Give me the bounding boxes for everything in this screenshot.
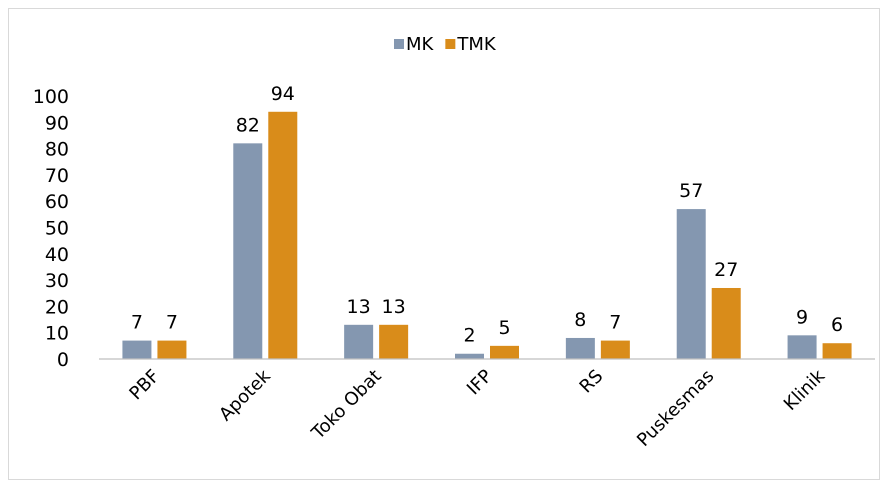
bar-tmk bbox=[157, 340, 187, 359]
bar-tmk bbox=[268, 111, 298, 359]
data-label-tmk: 13 bbox=[382, 296, 406, 318]
legend-label: TMK bbox=[456, 34, 497, 55]
x-axis: PBF Apotek Toko Obat IFP RS Puskesmas Klinik bbox=[99, 358, 875, 451]
data-label-mk: 82 bbox=[236, 114, 260, 136]
bar-mk bbox=[122, 340, 152, 359]
y-axis: 0 10 20 30 40 50 60 70 80 90 100 bbox=[33, 86, 69, 371]
legend-swatch bbox=[394, 39, 404, 49]
x-tick-label: Puskesmas bbox=[633, 366, 718, 451]
x-tick-label: PBF bbox=[125, 366, 164, 405]
y-tick-label: 70 bbox=[45, 165, 69, 187]
data-label-mk: 13 bbox=[347, 296, 371, 318]
data-label-tmk: 5 bbox=[498, 317, 510, 339]
bar-tmk bbox=[711, 287, 741, 359]
y-tick-label: 40 bbox=[45, 244, 69, 266]
data-label-tmk: 7 bbox=[166, 312, 178, 334]
bar-mk bbox=[787, 335, 817, 359]
y-tick-label: 60 bbox=[45, 191, 69, 213]
bar-mk bbox=[455, 353, 484, 359]
data-label-mk: 7 bbox=[131, 312, 143, 334]
bar-mk bbox=[676, 209, 706, 359]
data-label-mk: 9 bbox=[796, 306, 808, 328]
x-tick-label: Klinik bbox=[780, 365, 830, 415]
bar-tmk bbox=[379, 324, 409, 359]
x-tick-label: IFP bbox=[463, 366, 497, 400]
legend-swatch bbox=[445, 39, 456, 49]
y-tick-label: 90 bbox=[45, 112, 69, 134]
x-tick-label: Toko Obat bbox=[307, 366, 386, 445]
bar-mk bbox=[565, 337, 595, 359]
y-tick-label: 10 bbox=[45, 323, 69, 345]
data-label-mk: 2 bbox=[463, 325, 475, 347]
bar-tmk bbox=[600, 340, 630, 359]
y-tick-label: 80 bbox=[45, 139, 69, 161]
data-label-tmk: 94 bbox=[271, 83, 295, 105]
bar-mk bbox=[344, 324, 374, 359]
x-tick-label: RS bbox=[576, 366, 608, 398]
chart-frame: MK TMK 0 10 20 30 40 50 60 70 80 90 100 7 7 82 94 13 13 2… bbox=[8, 8, 880, 480]
legend: MK TMK bbox=[394, 34, 497, 55]
y-tick-label: 0 bbox=[57, 349, 69, 371]
y-tick-label: 20 bbox=[45, 296, 69, 318]
bar-tmk bbox=[822, 343, 852, 359]
bar-tmk bbox=[490, 345, 519, 359]
y-tick-label: 50 bbox=[45, 218, 69, 240]
data-label-tmk: 27 bbox=[714, 259, 738, 281]
x-tick-label: Apotek bbox=[215, 365, 275, 425]
data-label-mk: 57 bbox=[679, 180, 703, 202]
bar-mk bbox=[233, 143, 263, 359]
legend-label: MK bbox=[406, 34, 435, 55]
y-tick-label: 100 bbox=[33, 86, 69, 108]
bars bbox=[122, 111, 852, 359]
data-label-mk: 8 bbox=[574, 309, 586, 331]
data-label-tmk: 7 bbox=[609, 312, 621, 334]
y-tick-label: 30 bbox=[45, 270, 69, 292]
data-label-tmk: 6 bbox=[831, 314, 843, 336]
